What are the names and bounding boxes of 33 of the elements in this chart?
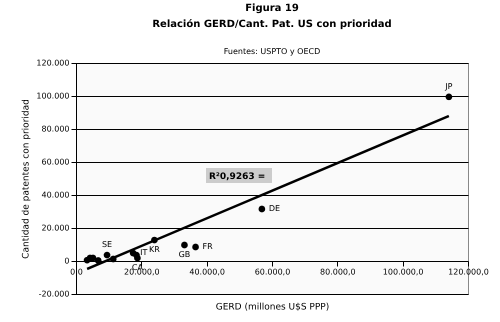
- y-tick-label: 120.000: [36, 58, 70, 68]
- y-tick-label: 60.000: [42, 158, 70, 166]
- y-tick-label: 80.000: [42, 124, 70, 134]
- chart-title: Figura 19: [245, 3, 299, 14]
- point: [446, 93, 452, 100]
- point: [104, 252, 110, 258]
- chart-subtitle: Relación GERD/Cant. Pat. US con prioridad: [152, 19, 392, 30]
- annotation: GB: [178, 250, 190, 259]
- x-tick-label: 120.000,0: [448, 268, 489, 276]
- x-tick-label: 80.000,0: [320, 268, 356, 276]
- y-axis-title: Cantidad de patentes con prioridad: [21, 99, 32, 259]
- x-tick-label: 20.000,0: [124, 268, 160, 276]
- annotation: DE: [268, 204, 280, 214]
- annotation: SE: [102, 240, 112, 250]
- y-tick-label: 100.000: [36, 92, 70, 100]
- x-axis-title: GERD (millones U$S PPP): [216, 302, 330, 312]
- point: [258, 206, 266, 212]
- point: [181, 242, 188, 248]
- y-tick-label: 0: [64, 256, 70, 266]
- x-tick-label: 40.000,0: [189, 268, 225, 276]
- annotation: R²0,9263 =: [209, 172, 266, 182]
- x-tick-label: 60.000,0: [254, 268, 290, 276]
- y-tick-label: 20.000: [42, 224, 70, 232]
- x-tick-label: 100.000,0: [382, 268, 424, 276]
- point: [134, 254, 141, 262]
- annotation: FR: [202, 242, 214, 251]
- annotation: IT: [140, 248, 148, 258]
- annotation: KR: [148, 245, 160, 254]
- annotation: JP: [444, 82, 453, 91]
- point: [192, 244, 199, 250]
- source-note: Fuentes: USPTO y OECD: [224, 47, 320, 56]
- y-tick-label: 40.000: [42, 190, 70, 200]
- y-tick-label: -20.000: [38, 290, 70, 298]
